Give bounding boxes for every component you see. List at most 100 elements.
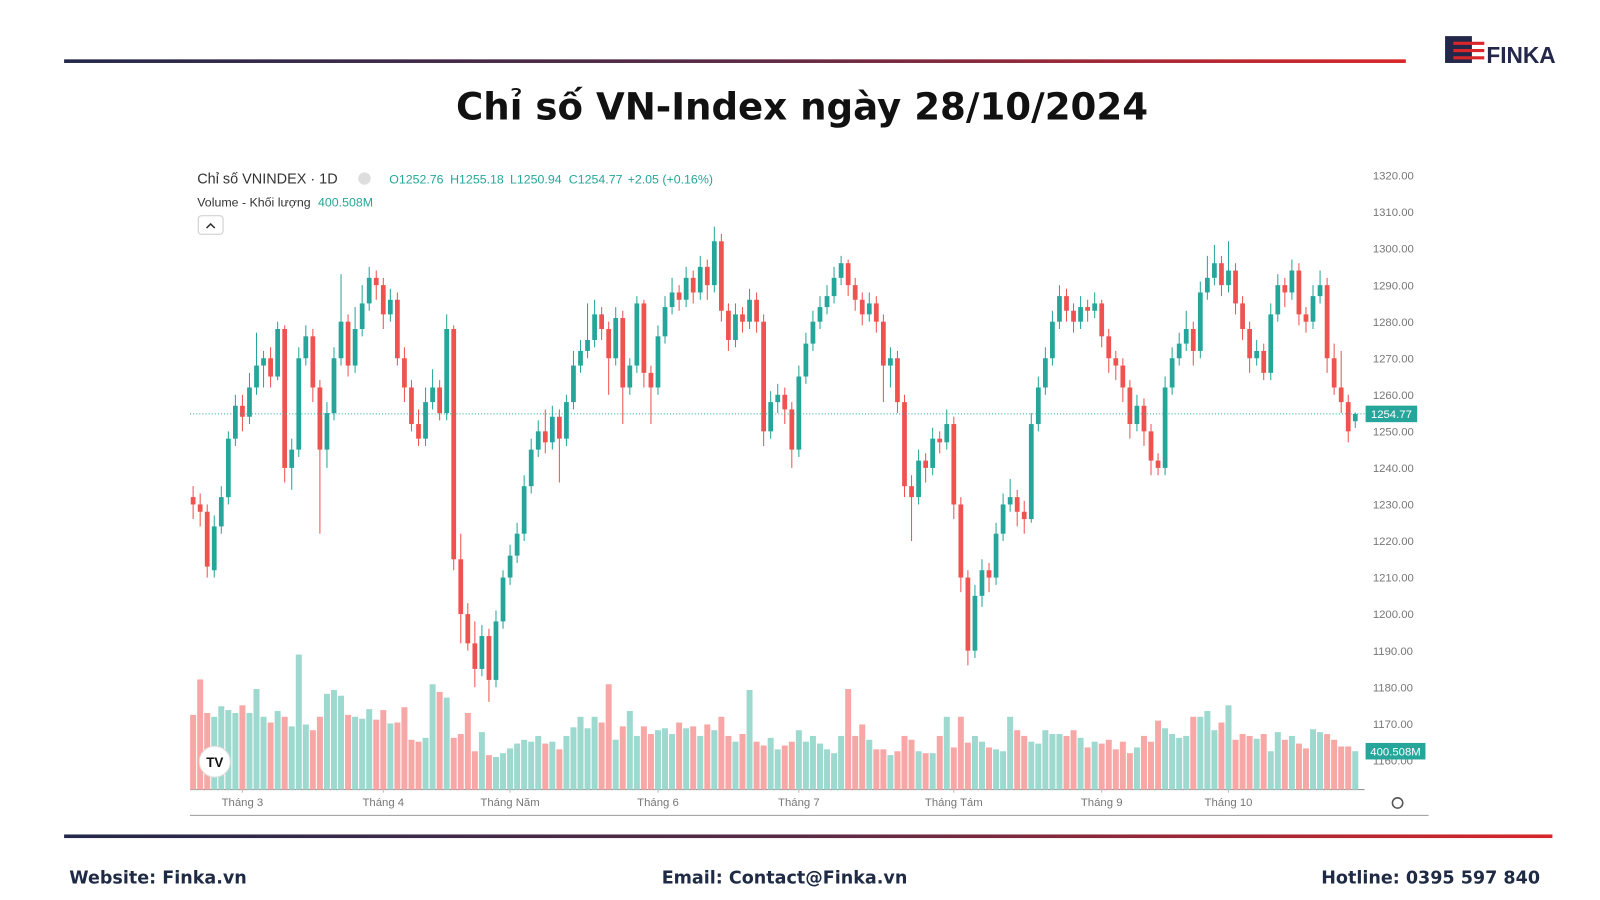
candle-body: [324, 413, 330, 450]
volume-bar: [1063, 735, 1070, 790]
candle-body: [261, 358, 266, 366]
volume-bar: [556, 749, 563, 790]
y-tick-label: 1220.00: [1373, 536, 1414, 548]
candle-body: [366, 277, 372, 304]
volume-bar: [443, 697, 450, 790]
x-tick-label: Tháng 6: [637, 797, 679, 809]
y-tick-label: 1230.00: [1373, 500, 1414, 512]
volume-bar: [986, 747, 993, 790]
volume-bar: [669, 734, 676, 790]
candle-body: [1261, 350, 1267, 373]
y-tick-label: 1270.00: [1373, 353, 1414, 365]
y-tick-label: 1200.00: [1373, 609, 1414, 621]
candle-body: [331, 358, 337, 414]
volume-bar: [1317, 732, 1324, 790]
candle-body: [1141, 405, 1147, 432]
volume-bar: [507, 748, 514, 790]
candle-body: [451, 329, 457, 560]
volume-bar: [880, 749, 887, 790]
candle-body: [796, 376, 802, 450]
candle-body: [479, 636, 485, 669]
volume-bar: [774, 749, 781, 790]
candle-body: [1028, 424, 1034, 520]
last-price-label: 1254.77: [1371, 409, 1412, 421]
volume-bar: [1049, 734, 1056, 790]
y-tick-label: 1250.00: [1373, 426, 1414, 438]
candle-body: [275, 329, 281, 377]
candle-body: [965, 577, 971, 651]
candle-body: [585, 339, 590, 351]
volume-bar: [725, 735, 732, 790]
y-tick-label: 1180.00: [1373, 682, 1413, 694]
candle-body: [557, 416, 562, 439]
candle-body: [1190, 329, 1196, 351]
candle-body: [1035, 387, 1041, 425]
candle-body: [542, 431, 548, 443]
x-tick-label: Tháng Năm: [480, 797, 539, 809]
candle-body: [1226, 270, 1231, 286]
volume-bar: [1345, 746, 1352, 790]
volume-bar: [619, 726, 626, 790]
volume-bar: [190, 714, 197, 790]
volume-value: 400.508M: [318, 195, 373, 209]
candle-body: [690, 277, 696, 293]
candle-body: [944, 424, 950, 443]
logo-text: FINKA: [1486, 42, 1555, 68]
volume-bar: [1091, 741, 1098, 790]
volume-bar: [760, 745, 767, 790]
volume-bar: [873, 749, 880, 790]
volume-bar: [549, 741, 556, 790]
candle-body: [704, 266, 710, 286]
candle-body: [930, 438, 936, 468]
volume-label: Volume - Khối lượng: [197, 195, 311, 209]
candle-body: [866, 303, 872, 315]
candle-body: [1120, 365, 1126, 388]
candle-body: [979, 570, 985, 596]
volume-bar: [781, 745, 788, 790]
candle-body: [395, 299, 400, 359]
candle-body: [824, 296, 830, 308]
candle-body: [1268, 314, 1274, 373]
candle-body: [1197, 292, 1203, 351]
candle-body: [1042, 358, 1048, 388]
candle-body: [951, 424, 957, 505]
candle-body: [817, 307, 823, 322]
candle-body: [1057, 296, 1062, 322]
candle-body: [197, 504, 203, 512]
candle-body: [465, 614, 471, 644]
symbol-toggle[interactable]: [358, 172, 371, 185]
volume-bar: [824, 749, 831, 790]
settings-icon[interactable]: [1391, 797, 1404, 809]
volume-bar: [598, 722, 605, 790]
y-tick-label: 1290.00: [1373, 280, 1414, 292]
candle-body: [1127, 387, 1133, 425]
volume-bar: [662, 728, 669, 790]
volume-bar: [971, 735, 978, 790]
volume-bar: [295, 654, 302, 790]
candle-body: [521, 486, 527, 534]
volume-bar: [1218, 722, 1225, 790]
volume-bar: [359, 718, 366, 790]
candle-body: [1007, 497, 1013, 505]
volume-bar: [394, 722, 401, 790]
volume-bar: [1211, 730, 1218, 790]
candle-body: [1155, 460, 1161, 468]
candle-body: [697, 266, 703, 293]
volume-bar: [1239, 734, 1246, 790]
candle-body: [233, 405, 238, 439]
candle-body: [873, 303, 879, 322]
candle-body: [416, 424, 421, 439]
candle-body: [282, 329, 288, 468]
volume-bar: [1176, 737, 1183, 790]
candle-body: [254, 365, 259, 388]
volume-bar: [1281, 739, 1288, 790]
volume-bar: [612, 739, 619, 790]
volume-bar: [1098, 743, 1105, 790]
candle-body: [373, 277, 379, 286]
candle-body: [1204, 277, 1210, 293]
volume-bar: [1225, 705, 1232, 790]
last-price-tag: [1365, 405, 1418, 423]
ohlc-legend: O1252.76: [389, 173, 443, 187]
volume-bar: [894, 751, 901, 790]
